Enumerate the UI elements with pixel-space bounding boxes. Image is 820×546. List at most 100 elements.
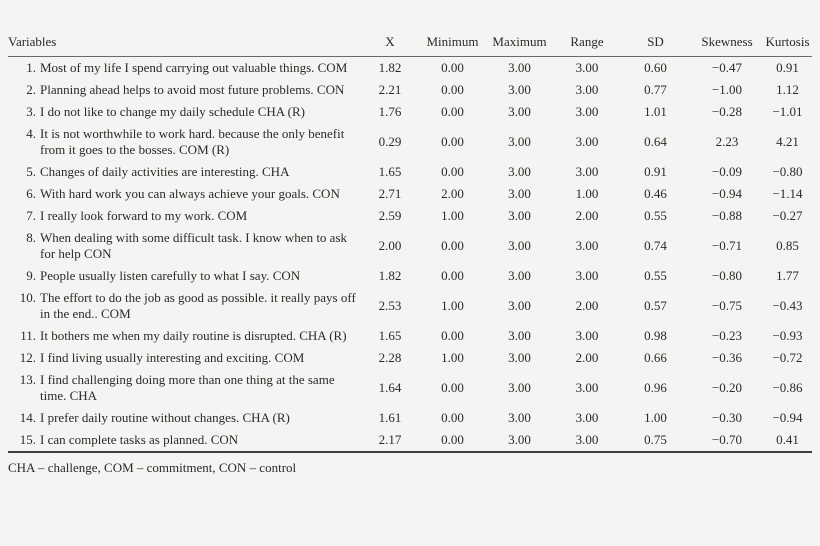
mean-cell: 1.65 bbox=[378, 164, 402, 179]
kurtosis-cell: −0.72 bbox=[772, 350, 803, 365]
mean-cell: 0.29 bbox=[378, 134, 402, 149]
table-footnote: CHA – challenge, COM – commitment, CON –… bbox=[8, 460, 297, 475]
variable-cell: 15. I can complete tasks as planned. CON bbox=[8, 429, 360, 453]
sd-cell: 1.01 bbox=[644, 104, 667, 119]
variable-cell: 2. Planning ahead helps to avoid most fu… bbox=[8, 79, 360, 101]
skewness-cell: −0.70 bbox=[691, 429, 763, 453]
mean-cell: 2.21 bbox=[378, 82, 402, 97]
maximum-cell: 3.00 bbox=[508, 268, 531, 283]
table-row: 13. I find challenging doing more than o… bbox=[8, 369, 812, 407]
skewness-cell: −0.94 bbox=[711, 186, 743, 201]
range-cell: 3.00 bbox=[575, 238, 599, 253]
maximum-cell: 3.00 bbox=[508, 298, 531, 313]
mean-cell: 1.64 bbox=[378, 380, 402, 395]
maximum-cell: 3.00 bbox=[508, 350, 531, 365]
range-cell: 3.00 bbox=[575, 268, 599, 283]
column-header-kurtosis: Kurtosis bbox=[763, 30, 812, 57]
row-number: 7. bbox=[26, 208, 36, 223]
mean-cell: 1.82 bbox=[378, 268, 402, 283]
table-row: 10. The effort to do the job as good as … bbox=[8, 287, 812, 325]
kurtosis-cell: −0.94 bbox=[772, 410, 803, 425]
paper-page: Variables X Minimum Maximum Range SD Ske… bbox=[8, 30, 812, 475]
variable-cell: 13. I find challenging doing more than o… bbox=[8, 369, 360, 407]
minimum-cell: 0.00 bbox=[441, 164, 464, 179]
minimum-cell: 2.00 bbox=[441, 186, 464, 201]
kurtosis-cell: −1.14 bbox=[772, 186, 803, 201]
column-header-mean: X bbox=[360, 30, 420, 57]
row-number: 5. bbox=[26, 164, 36, 179]
variable-label: Most of my life I spend carrying out val… bbox=[40, 60, 348, 75]
row-number: 11. bbox=[20, 328, 36, 343]
range-cell: 2.00 bbox=[575, 208, 599, 223]
variable-label: I do not like to change my daily schedul… bbox=[40, 104, 306, 119]
variable-cell: 11. It bothers me when my daily routine … bbox=[8, 325, 360, 347]
skewness-cell: −0.71 bbox=[711, 238, 743, 253]
mean-cell: 2.00 bbox=[378, 238, 402, 253]
mean-cell: 2.71 bbox=[378, 186, 402, 201]
column-header-sd: SD bbox=[620, 30, 691, 57]
variable-cell: 10. The effort to do the job as good as … bbox=[8, 287, 360, 325]
skewness-cell: −0.30 bbox=[711, 410, 743, 425]
kurtosis-cell: 4.21 bbox=[776, 134, 799, 149]
row-number: 2. bbox=[26, 82, 36, 97]
column-header-skewness: Skewness bbox=[691, 30, 763, 57]
variable-label: When dealing with some difficult task. I… bbox=[40, 230, 348, 261]
variable-cell: 5. Changes of daily activities are inter… bbox=[8, 161, 360, 183]
variable-label: The effort to do the job as good as poss… bbox=[40, 290, 356, 321]
kurtosis-cell: −0.93 bbox=[772, 328, 803, 343]
kurtosis-cell: 0.85 bbox=[776, 238, 799, 253]
range-cell: 2.00 bbox=[575, 350, 599, 365]
kurtosis-cell: −1.01 bbox=[772, 104, 803, 119]
maximum-cell: 3.00 bbox=[508, 104, 531, 119]
table-row: 11. It bothers me when my daily routine … bbox=[8, 325, 812, 347]
minimum-cell: 1.00 bbox=[441, 350, 464, 365]
range-cell: 3.00 bbox=[575, 328, 599, 343]
sd-cell: 0.91 bbox=[644, 164, 667, 179]
variable-label: Planning ahead helps to avoid most futur… bbox=[40, 82, 345, 97]
sd-cell: 0.98 bbox=[644, 328, 667, 343]
minimum-cell: 1.00 bbox=[441, 298, 464, 313]
table-row: 3. I do not like to change my daily sche… bbox=[8, 101, 812, 123]
range-cell: 1.00 bbox=[575, 186, 599, 201]
variable-label: I find living usually interesting and ex… bbox=[40, 350, 305, 365]
maximum-cell: 3.00 bbox=[508, 60, 531, 75]
row-number: 15. bbox=[19, 432, 36, 447]
mean-cell: 1.82 bbox=[378, 60, 402, 75]
minimum-cell: 0.00 bbox=[441, 60, 464, 75]
variable-cell: 6. With hard work you can always achieve… bbox=[8, 183, 360, 205]
maximum-cell: 3.00 bbox=[508, 380, 531, 395]
variable-cell: 14. I prefer daily routine without chang… bbox=[8, 407, 360, 429]
minimum-cell: 0.00 bbox=[441, 328, 464, 343]
sd-cell: 0.55 bbox=[644, 208, 667, 223]
variable-cell: 4. It is not worthwhile to work hard. be… bbox=[8, 123, 360, 161]
sd-cell: 0.74 bbox=[644, 238, 667, 253]
variable-label: I find challenging doing more than one t… bbox=[40, 372, 335, 403]
sd-cell: 0.66 bbox=[644, 350, 667, 365]
variable-label: I can complete tasks as planned. CON bbox=[40, 432, 239, 447]
table-row: 15. I can complete tasks as planned. CON… bbox=[8, 429, 812, 453]
row-number: 8. bbox=[26, 230, 36, 245]
maximum-cell: 3.00 bbox=[508, 186, 531, 201]
range-cell: 3.00 bbox=[575, 380, 599, 395]
mean-cell: 2.28 bbox=[378, 350, 402, 365]
kurtosis-cell: −0.80 bbox=[772, 164, 803, 179]
column-header-range: Range bbox=[554, 30, 620, 57]
kurtosis-cell: −0.43 bbox=[772, 298, 803, 313]
row-number: 10. bbox=[19, 290, 36, 305]
minimum-cell: 0.00 bbox=[441, 134, 464, 149]
range-cell: 3.00 bbox=[575, 134, 599, 149]
table-row: 7. I really look forward to my work. COM… bbox=[8, 205, 812, 227]
row-number: 6. bbox=[26, 186, 36, 201]
row-number: 12. bbox=[19, 350, 36, 365]
range-cell: 2.00 bbox=[575, 298, 599, 313]
kurtosis-cell: 1.12 bbox=[776, 82, 799, 97]
maximum-cell: 3.00 bbox=[508, 82, 531, 97]
column-header-minimum: Minimum bbox=[420, 30, 485, 57]
variable-cell: 12. I find living usually interesting an… bbox=[8, 347, 360, 369]
variable-cell: 9. People usually listen carefully to wh… bbox=[8, 265, 360, 287]
sd-cell: 0.96 bbox=[644, 380, 667, 395]
skewness-cell: −1.00 bbox=[711, 82, 743, 97]
table-body: 1. Most of my life I spend carrying out … bbox=[8, 57, 812, 453]
row-number: 4. bbox=[26, 126, 36, 141]
variable-label: People usually listen carefully to what … bbox=[40, 268, 301, 283]
